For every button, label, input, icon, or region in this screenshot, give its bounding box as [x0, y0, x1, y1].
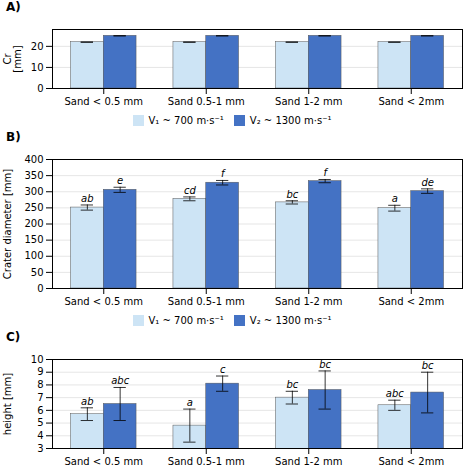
- svg-text:9: 9: [37, 366, 43, 377]
- svg-text:7: 7: [37, 392, 43, 403]
- svg-text:Sand < 2mm: Sand < 2mm: [378, 96, 444, 107]
- svg-text:4: 4: [37, 430, 43, 441]
- svg-text:0: 0: [37, 283, 43, 294]
- svg-text:c: c: [220, 364, 226, 375]
- svg-text:400: 400: [24, 154, 43, 165]
- html-text:V₁ ~ 700 m·s⁻¹: V₁ ~ 700 m·s⁻¹: [148, 314, 224, 326]
- svg-text:bc: bc: [286, 189, 298, 200]
- svg-text:height [mm]: height [mm]: [2, 373, 13, 435]
- svg-text:Sand < 2mm: Sand < 2mm: [378, 456, 444, 467]
- svg-text:Sand 0.5-1 mm: Sand 0.5-1 mm: [168, 456, 245, 467]
- svg-text:6: 6: [37, 405, 43, 416]
- svg-text:f: f: [323, 167, 328, 178]
- svg-text:350: 350: [24, 170, 43, 181]
- svg-text:ab: ab: [81, 396, 93, 407]
- svg-text:10: 10: [31, 62, 44, 73]
- html-text:B): B): [6, 130, 21, 144]
- svg-text:20: 20: [31, 41, 44, 52]
- svg-text:de: de: [421, 177, 434, 188]
- svg-text:200: 200: [24, 218, 43, 229]
- html-text:C): C): [6, 330, 21, 344]
- html-text:V₂ ~ 1300 m·s⁻¹: V₂ ~ 1300 m·s⁻¹: [249, 114, 332, 126]
- svg-text:300: 300: [24, 186, 43, 197]
- svg-text:Sand 0.5-1 mm: Sand 0.5-1 mm: [168, 296, 245, 307]
- html-text:V₂ ~ 1300 m·s⁻¹: V₂ ~ 1300 m·s⁻¹: [249, 314, 332, 326]
- svg-text:100: 100: [24, 250, 43, 261]
- svg-text:a: a: [187, 397, 193, 408]
- svg-text:3: 3: [37, 443, 43, 454]
- svg-text:f: f: [221, 168, 226, 179]
- svg-text:10: 10: [31, 354, 44, 365]
- svg-text:a: a: [392, 193, 398, 204]
- html-text:A): A): [6, 0, 21, 14]
- svg-text:50: 50: [31, 267, 44, 278]
- html-text:V₁ ~ 700 m·s⁻¹: V₁ ~ 700 m·s⁻¹: [148, 114, 224, 126]
- svg-text:cd: cd: [184, 185, 196, 196]
- svg-text:Sand < 0.5 mm: Sand < 0.5 mm: [65, 96, 143, 107]
- svg-text:bc: bc: [422, 360, 434, 371]
- svg-text:Crater diameter [mm]: Crater diameter [mm]: [2, 169, 13, 279]
- svg-text:Sand < 0.5 mm: Sand < 0.5 mm: [65, 456, 143, 467]
- svg-text:Sand 1-2 mm: Sand 1-2 mm: [275, 456, 342, 467]
- svg-text:0: 0: [37, 83, 43, 94]
- svg-text:e: e: [117, 175, 123, 186]
- svg-text:Sand 0.5-1 mm: Sand 0.5-1 mm: [168, 96, 245, 107]
- svg-text:bc: bc: [319, 359, 331, 370]
- svg-text:abc: abc: [111, 375, 129, 386]
- svg-text:5: 5: [37, 417, 43, 428]
- svg-text:Sand < 0.5 mm: Sand < 0.5 mm: [65, 296, 143, 307]
- svg-text:Sand 1-2 mm: Sand 1-2 mm: [275, 296, 342, 307]
- svg-text:Sand 1-2 mm: Sand 1-2 mm: [275, 96, 342, 107]
- svg-text:Sand < 2mm: Sand < 2mm: [378, 296, 444, 307]
- svg-text:abc: abc: [386, 388, 404, 399]
- svg-text:Cr[mm]: Cr[mm]: [2, 45, 23, 72]
- svg-text:bc: bc: [286, 379, 298, 390]
- svg-text:150: 150: [24, 234, 43, 245]
- svg-text:ab: ab: [81, 193, 93, 204]
- svg-text:250: 250: [24, 202, 43, 213]
- svg-text:8: 8: [37, 379, 43, 390]
